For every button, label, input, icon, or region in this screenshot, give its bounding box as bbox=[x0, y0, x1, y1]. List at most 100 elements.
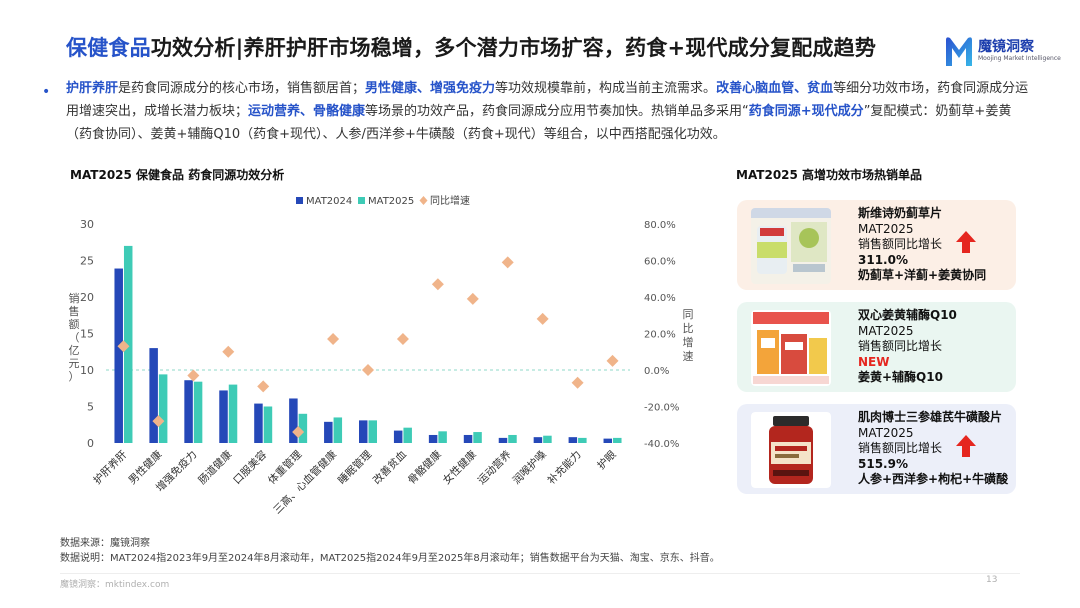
y2-tick-label: 40.0% bbox=[644, 293, 676, 304]
product-growth-value: 311.0% bbox=[858, 252, 908, 267]
growth-point bbox=[571, 376, 584, 389]
bar-mat2025 bbox=[193, 381, 203, 443]
footer-divider bbox=[60, 573, 1020, 574]
summary-highlight: 运动营养、骨骼健康 bbox=[248, 104, 366, 119]
legend-label: 同比增速 bbox=[430, 194, 470, 207]
x-category-label: 口服美容 bbox=[230, 448, 269, 487]
y-axis-label-char: 售 bbox=[69, 304, 80, 318]
product-metric-label: 销售额同比增长 bbox=[858, 441, 943, 455]
y2-axis-label-char: 速 bbox=[683, 350, 694, 363]
growth-point bbox=[257, 380, 270, 393]
product-growth-value: 515.9% bbox=[858, 456, 908, 471]
y2-tick-label: 60.0% bbox=[644, 257, 676, 268]
bar-mat2024 bbox=[498, 437, 508, 443]
growth-point bbox=[501, 256, 514, 269]
up-arrow-icon bbox=[956, 231, 976, 253]
summary-text: 是药食同源成分的核心市场，销售额居首； bbox=[118, 81, 366, 96]
products-section-title: MAT2025 高增功效市场热销单品 bbox=[736, 168, 923, 182]
bar-mat2025 bbox=[123, 245, 133, 443]
bar-mat2025 bbox=[158, 374, 168, 443]
bar-mat2024 bbox=[324, 421, 333, 443]
y2-axis-label-char: 同 bbox=[683, 308, 694, 321]
summary-text: ”复配模式：奶蓟草+姜黄（药食协同）、姜黄+辅酶Q10（药食+现代）、人参/西洋… bbox=[66, 104, 1012, 142]
y-tick-label: 20 bbox=[80, 291, 94, 304]
product-image-ginseng-taurine bbox=[751, 412, 831, 488]
y-tick-label: 15 bbox=[80, 328, 94, 341]
x-category-label: 护肝养肝 bbox=[91, 448, 130, 487]
bar-mat2024 bbox=[533, 437, 543, 443]
summary-highlight: 改善心脑血管、贫血 bbox=[716, 81, 834, 96]
page-title-highlight: 保健食品 bbox=[66, 36, 151, 60]
summary-paragraph: 护肝养肝是药食同源成分的核心市场，销售额居首；男性健康、增强免疫力等功效规模靠前… bbox=[66, 77, 1030, 146]
y-tick-label: 0 bbox=[87, 437, 94, 450]
legend-swatch bbox=[419, 196, 428, 205]
product-name: 双心姜黄辅酶Q10 bbox=[858, 308, 957, 322]
bar-mat2024 bbox=[254, 403, 263, 443]
product-image-milk-thistle bbox=[751, 208, 831, 284]
product-image-turmeric-coq10 bbox=[751, 310, 831, 386]
growth-point bbox=[431, 278, 444, 291]
product-text-3: 肌肉博士三参雄芪牛磺酸片 MAT2025 销售额同比增长 515.9% 人参+西… bbox=[858, 410, 1008, 488]
y-axis-label-char: （ bbox=[69, 331, 80, 344]
y-tick-label: 5 bbox=[87, 401, 94, 414]
bar-mat2024 bbox=[463, 434, 473, 443]
product-card-3[interactable]: 肌肉博士三参雄芪牛磺酸片 MAT2025 销售额同比增长 515.9% 人参+西… bbox=[737, 404, 1016, 494]
bar-mat2025 bbox=[333, 417, 343, 443]
y2-tick-label: 0.0% bbox=[644, 366, 669, 377]
efficacy-combo-chart: 0 5 10 15 20 25 30 -40.0% -20.0% 0.0% 20.0% 40.0% 60… bbox=[69, 194, 694, 517]
y-axis-label-char: 亿 bbox=[69, 344, 80, 357]
page-title-rest: 功效分析|养肝护肝市场稳增，多个潜力市场扩容，药食+现代成分复配成趋势 bbox=[150, 36, 877, 60]
data-source-notes: 数据来源：魔镜洞察 数据说明：MAT2024指2023年9月至2024年8月滚动… bbox=[60, 536, 720, 566]
y2-axis-label-char: 比 bbox=[683, 322, 694, 335]
growth-point bbox=[187, 369, 200, 382]
x-category-label: 三高、心血管健康 bbox=[271, 448, 340, 517]
x-category-label: 女性健康 bbox=[440, 448, 479, 487]
y2-tick-label: -40.0% bbox=[644, 439, 679, 450]
product-combo: 人参+西洋参+枸杞+牛磺酸 bbox=[858, 472, 1009, 486]
bar-mat2024 bbox=[289, 398, 298, 443]
bar-mat2024 bbox=[603, 438, 613, 443]
summary-text: 等细分功效市场，药食同源成分运用增速突出，成增长潜力板块； bbox=[66, 81, 1029, 119]
growth-point bbox=[152, 415, 165, 428]
x-category-label: 肠道健康 bbox=[195, 448, 234, 487]
y-tick-label: 25 bbox=[80, 255, 94, 268]
bar-mat2024 bbox=[149, 348, 158, 443]
legend-label: MAT2024 bbox=[306, 196, 352, 207]
bar-mat2024 bbox=[184, 380, 193, 443]
y-axis-label-char: 销 bbox=[69, 291, 80, 305]
legend-label: MAT2025 bbox=[368, 196, 414, 207]
growth-point bbox=[466, 292, 479, 305]
product-card-1[interactable]: 斯维诗奶蓟草片 MAT2025 销售额同比增长 311.0% 奶蓟草+洋蓟+姜黄… bbox=[737, 200, 1016, 290]
y2-tick-label: 20.0% bbox=[644, 330, 676, 341]
growth-point bbox=[606, 354, 619, 367]
x-category-label: 骨骼健康 bbox=[405, 448, 444, 487]
product-name: 斯维诗奶蓟草片 bbox=[858, 206, 943, 220]
y-axis-label-char: ） bbox=[69, 370, 80, 383]
product-text-2: 双心姜黄辅酶Q10 MAT2025 销售额同比增长 NEW 姜黄+辅酶Q10 bbox=[858, 308, 957, 386]
bar-mat2025 bbox=[263, 406, 273, 443]
bar-mat2025 bbox=[578, 437, 587, 443]
moojing-logo-icon bbox=[946, 37, 972, 66]
brand-logo: 魔镜洞察 Moojing Market Intelligence bbox=[944, 34, 1061, 70]
product-text-1: 斯维诗奶蓟草片 MAT2025 销售额同比增长 311.0% 奶蓟草+洋蓟+姜黄… bbox=[858, 206, 986, 284]
growth-point bbox=[327, 332, 340, 345]
bar-mat2025 bbox=[508, 434, 517, 443]
growth-point bbox=[222, 345, 235, 358]
product-combo: 姜黄+辅酶Q10 bbox=[858, 370, 943, 384]
product-card-2[interactable]: 双心姜黄辅酶Q10 MAT2025 销售额同比增长 NEW 姜黄+辅酶Q10 bbox=[737, 302, 1016, 392]
x-category-label: 润喉护嗓 bbox=[510, 448, 549, 487]
x-category-label: 护眼 bbox=[595, 448, 619, 472]
y2-axis-label-char: 增 bbox=[683, 335, 694, 349]
logo-text-cn: 魔镜洞察 bbox=[978, 39, 1034, 55]
data-source: 数据来源：魔镜洞察 bbox=[60, 538, 150, 549]
page-title: 保健食品功效分析|养肝护肝市场稳增，多个潜力市场扩容，药食+现代成分复配成趋势 bbox=[66, 32, 876, 62]
legend-swatch bbox=[296, 197, 303, 204]
growth-point bbox=[117, 340, 130, 353]
bar-mat2024 bbox=[393, 430, 403, 443]
bullet-dot: • bbox=[42, 84, 51, 100]
growth-point bbox=[396, 332, 409, 345]
footer-site[interactable]: 魔镜洞察：mktindex.com bbox=[60, 580, 170, 590]
bar-mat2025 bbox=[368, 420, 377, 443]
summary-highlight: 男性健康、增强免疫力 bbox=[365, 81, 496, 96]
bar-mat2025 bbox=[403, 427, 412, 443]
